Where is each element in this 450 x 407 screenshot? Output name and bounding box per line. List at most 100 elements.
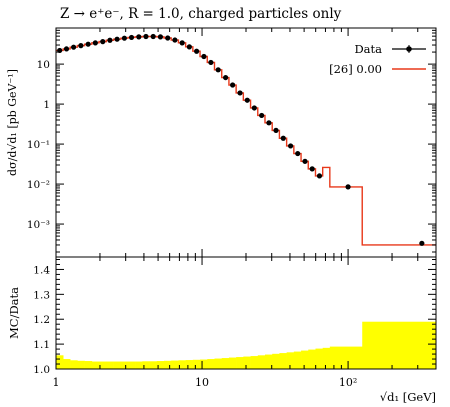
ratio-band-bin bbox=[56, 355, 64, 369]
data-point bbox=[107, 37, 113, 43]
ratio-band-bin bbox=[264, 354, 273, 369]
ratio-band-bin bbox=[272, 353, 280, 369]
data-point bbox=[78, 43, 84, 49]
ratio-y-tick-label: 1.2 bbox=[33, 314, 50, 326]
ratio-y-tick-label: 1.1 bbox=[33, 339, 50, 351]
y-tick-label: 10 bbox=[37, 59, 50, 71]
ratio-band-bin bbox=[214, 358, 223, 369]
y-tick-label: 10⁻² bbox=[27, 179, 50, 191]
legend-data-marker bbox=[406, 46, 412, 52]
ratio-y-axis-label: MC/Data bbox=[7, 287, 21, 339]
ratio-band-bin bbox=[221, 358, 230, 369]
data-point bbox=[165, 35, 171, 41]
ratio-y-tick-label: 1.4 bbox=[33, 264, 50, 276]
x-tick-label: 1 bbox=[53, 376, 60, 389]
data-point bbox=[208, 59, 214, 66]
ratio-band-bin bbox=[236, 357, 244, 369]
x-tick-label: 10 bbox=[195, 376, 209, 389]
data-point bbox=[121, 35, 127, 41]
ratio-band-bin bbox=[77, 360, 85, 369]
data-point bbox=[251, 105, 257, 111]
x-axis-label: √d₁ [GeV] bbox=[380, 390, 436, 404]
data-point bbox=[345, 184, 351, 190]
ratio-band-bin bbox=[91, 361, 100, 369]
ratio-band-bin bbox=[84, 361, 93, 369]
ratio-band-bin bbox=[250, 356, 259, 369]
data-point bbox=[259, 112, 265, 119]
ratio-band-bin bbox=[142, 361, 150, 369]
y-tick-label: 10⁻³ bbox=[27, 219, 50, 231]
ratio-band-bin bbox=[106, 361, 114, 369]
y-tick-label: 1 bbox=[43, 99, 50, 111]
data-point bbox=[316, 173, 323, 179]
ratio-band-bin bbox=[301, 350, 309, 369]
ratio-band-bin bbox=[322, 347, 331, 369]
ratio-band-bin bbox=[257, 355, 266, 369]
ratio-y-tick-label: 1.3 bbox=[33, 289, 50, 301]
ratio-band-bin bbox=[178, 360, 186, 369]
data-point bbox=[128, 34, 135, 41]
ratio-band-bin bbox=[127, 361, 136, 369]
ratio-band-bin bbox=[120, 361, 129, 369]
mc-histogram-line bbox=[56, 35, 436, 246]
data-point bbox=[223, 74, 229, 81]
data-point bbox=[150, 33, 156, 40]
data-point bbox=[309, 166, 315, 172]
legend-label-data: Data bbox=[354, 42, 382, 56]
ratio-band-bin bbox=[286, 352, 295, 369]
ratio-band-bin bbox=[164, 360, 172, 369]
data-point bbox=[244, 97, 250, 103]
data-point bbox=[201, 53, 207, 60]
data-point bbox=[63, 46, 70, 52]
ratio-band-bin bbox=[70, 360, 78, 369]
ratio-band-bin bbox=[207, 359, 215, 369]
data-point bbox=[143, 33, 149, 40]
ratio-band-bin bbox=[185, 360, 194, 369]
ratio-y-tick-label: 1.0 bbox=[33, 364, 50, 376]
data-point bbox=[266, 120, 272, 126]
legend-label-mc: [26] 0.00 bbox=[329, 62, 382, 76]
data-point bbox=[157, 34, 164, 40]
data-point bbox=[114, 36, 120, 42]
ratio-panel bbox=[55, 256, 437, 370]
ratio-band-bin bbox=[171, 360, 179, 369]
ratio-band-bin bbox=[279, 353, 287, 369]
ratio-band-bin bbox=[293, 351, 302, 369]
data-point bbox=[186, 44, 192, 50]
ratio-band-bin bbox=[308, 349, 316, 369]
y-tick-label: 10⁻¹ bbox=[27, 139, 50, 151]
chart-title: Z → e⁺e⁻, R = 1.0, charged particles onl… bbox=[60, 6, 342, 22]
upper-y-axis-label: dσ/d√d₁ [pb GeV⁻¹] bbox=[6, 69, 19, 176]
ratio-band-bin bbox=[315, 348, 323, 369]
ratio-band-bin bbox=[329, 346, 363, 369]
data-point bbox=[136, 34, 142, 40]
data-point bbox=[71, 44, 77, 50]
ratio-band-bin bbox=[149, 361, 158, 369]
data-point bbox=[419, 240, 425, 246]
data-point bbox=[302, 158, 308, 164]
data-point bbox=[100, 39, 106, 45]
ratio-band-bin bbox=[192, 359, 201, 369]
ratio-band-bin bbox=[228, 357, 237, 369]
legend: Data [26] 0.00 bbox=[329, 42, 426, 76]
data-point bbox=[280, 135, 286, 141]
ratio-band-bin bbox=[362, 321, 437, 369]
data-point bbox=[237, 90, 243, 96]
data-point bbox=[215, 67, 221, 73]
upper-panel bbox=[55, 27, 437, 258]
x-tick-label: 10² bbox=[339, 376, 357, 389]
data-point bbox=[179, 40, 185, 46]
ratio-band-bin bbox=[113, 361, 122, 369]
ratio-band-bin bbox=[135, 361, 143, 369]
ratio-band-bin bbox=[156, 361, 165, 369]
data-point bbox=[287, 143, 294, 149]
ratio-band-bin bbox=[243, 356, 251, 369]
ratio-band-bin bbox=[99, 361, 107, 369]
data-point bbox=[273, 127, 279, 133]
ratio-band-bin bbox=[63, 359, 71, 369]
data-point bbox=[295, 150, 301, 157]
data-point bbox=[230, 82, 236, 88]
data-point bbox=[92, 40, 98, 46]
data-point bbox=[194, 48, 200, 54]
